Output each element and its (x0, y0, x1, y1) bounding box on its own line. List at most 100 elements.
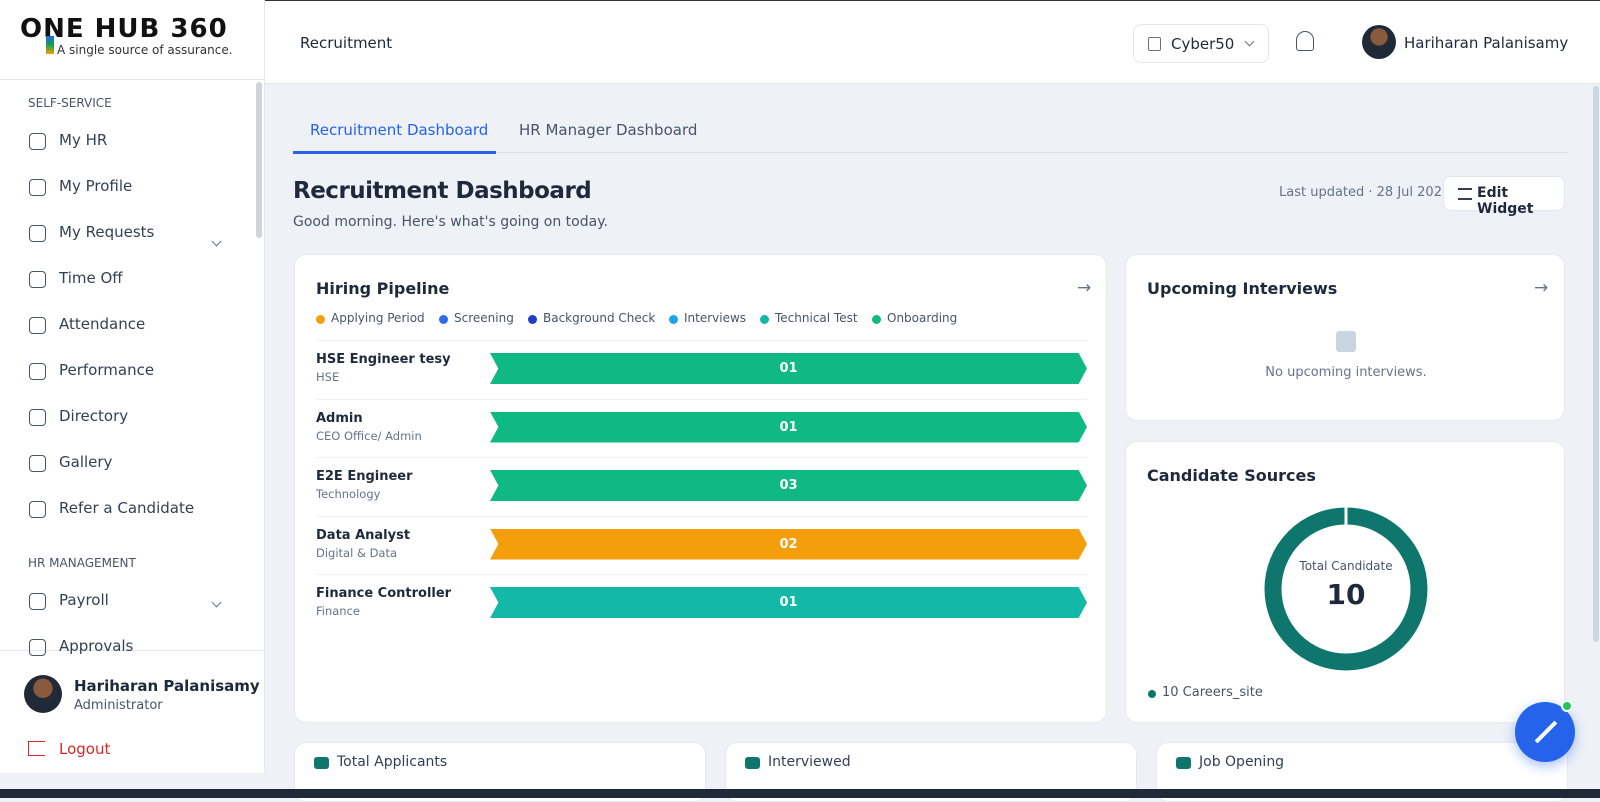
legend-dot (1148, 690, 1156, 698)
empty-state: No upcoming interviews. (1265, 365, 1427, 380)
stage-count: 01 (779, 361, 798, 376)
nav-item[interactable]: My HR (59, 131, 108, 149)
dept: Finance (316, 604, 360, 618)
stat-title: Job Opening (1199, 754, 1285, 770)
scrollbar (1593, 86, 1599, 642)
assistant-button[interactable] (1515, 700, 1575, 762)
legend-label: 10 Careers_site (1162, 685, 1263, 700)
interviews-card: Upcoming Interviews → No upcoming interv… (1125, 254, 1565, 421)
tab[interactable]: HR Manager Dashboard (519, 121, 698, 139)
header: Recruitment Cyber50 Hariharan Palanisamy (265, 1, 1600, 84)
card-title: Upcoming Interviews (1147, 279, 1338, 298)
section-label: HR MANAGEMENT (28, 556, 136, 570)
divider (0, 650, 265, 651)
building-icon (1148, 37, 1161, 51)
nav-item[interactable]: Directory (59, 407, 129, 425)
nav-item[interactable]: My Profile (59, 177, 133, 195)
page-title: Recruitment Dashboard (293, 178, 592, 204)
sliders-icon (1458, 188, 1472, 200)
nav-icon (29, 455, 46, 472)
last-updated: Last updated · 28 Jul 2026 (1279, 185, 1451, 200)
tab-rule (293, 152, 1568, 153)
nav-icon (29, 409, 46, 426)
nav-icon (29, 593, 46, 610)
legend-label: Interviews (684, 311, 747, 325)
nav-item[interactable]: Attendance (59, 315, 146, 333)
row-divider (316, 515, 1087, 517)
role: Finance Controller (316, 586, 452, 601)
stat-title: Interviewed (768, 754, 851, 770)
stage-count: 01 (779, 419, 798, 435)
sources-card: Candidate Sources Total Candidate 10 10 … (1125, 441, 1565, 723)
tab[interactable]: Recruitment Dashboard (310, 121, 489, 139)
nav-item[interactable]: Approvals (59, 637, 134, 655)
arrow[interactable]: → (1534, 278, 1549, 298)
stage-bar: 02 (490, 528, 1087, 560)
divider (0, 79, 265, 80)
nav-icon (29, 317, 46, 334)
role: Admin (316, 410, 363, 426)
section-label: SELF-SERVICE (28, 96, 112, 110)
nav-icon (29, 179, 46, 196)
nav-icon (29, 501, 46, 518)
donut-total: 10 (1326, 578, 1366, 611)
calendar-icon (1336, 331, 1356, 352)
edit-label: Edit Widget (1477, 185, 1534, 217)
donut-label: Total Candidate (1299, 559, 1393, 573)
chevron (1244, 36, 1255, 47)
legend-dot (669, 315, 678, 324)
nav-item[interactable]: My Requests (59, 223, 155, 241)
wand-icon (1534, 720, 1558, 744)
legend-dot (439, 315, 448, 324)
nav-icon (29, 225, 46, 242)
tagline: A single source of assurance. (57, 43, 233, 57)
logo: ONE HUB 360 (20, 14, 228, 44)
legend-dot (760, 315, 769, 324)
nav-item[interactable]: Gallery (59, 453, 113, 471)
stage-count: 02 (779, 536, 798, 552)
arrow[interactable]: → (1077, 278, 1092, 298)
row-divider (316, 398, 1087, 400)
logo-mark (46, 36, 54, 54)
role: E2E Engineer (316, 469, 413, 484)
header-title: Recruitment (300, 34, 393, 52)
dept: CEO Office/ Admin (316, 428, 422, 443)
top-edge (0, 0, 1600, 1)
nav-icon (29, 133, 46, 150)
logout[interactable]: Logout (59, 740, 111, 758)
stage-bar: 01 (490, 411, 1087, 443)
legend-label: Technical Test (775, 311, 858, 325)
stage-bar: 01 (490, 587, 1087, 618)
legend-dot (528, 315, 537, 324)
stat-icon (314, 757, 329, 769)
row-divider (316, 340, 1087, 341)
taskbar (0, 789, 1600, 798)
nav-icon (29, 363, 46, 380)
tab-indicator (293, 151, 496, 154)
legend-label: Applying Period (331, 311, 425, 325)
logout-icon (28, 741, 45, 756)
nav-item[interactable]: Time Off (59, 269, 123, 287)
legend-dot (872, 315, 881, 324)
nav-item[interactable]: Payroll (59, 591, 109, 609)
dept: HSE (316, 370, 340, 384)
nav-item[interactable]: Performance (59, 361, 155, 379)
legend-dot (316, 315, 325, 324)
stat-icon (1176, 757, 1191, 769)
nav-item[interactable]: Refer a Candidate (59, 499, 195, 517)
company-select[interactable]: Cyber50 (1133, 24, 1269, 63)
avatar (24, 675, 62, 713)
profile-role: Administrator (74, 698, 163, 713)
chevron (211, 236, 222, 247)
edit-widget[interactable]: Edit Widget (1443, 176, 1565, 217)
stage-count: 01 (779, 595, 798, 610)
role: Data Analyst (316, 527, 411, 543)
user-name[interactable]: Hariharan Palanisamy (1404, 34, 1569, 52)
scrollbar (256, 82, 262, 238)
status-dot (1561, 700, 1573, 712)
stage-bar: 03 (490, 470, 1087, 501)
dept: Technology (316, 487, 381, 501)
role: HSE Engineer tesy (316, 352, 451, 367)
bell[interactable] (1296, 31, 1314, 51)
